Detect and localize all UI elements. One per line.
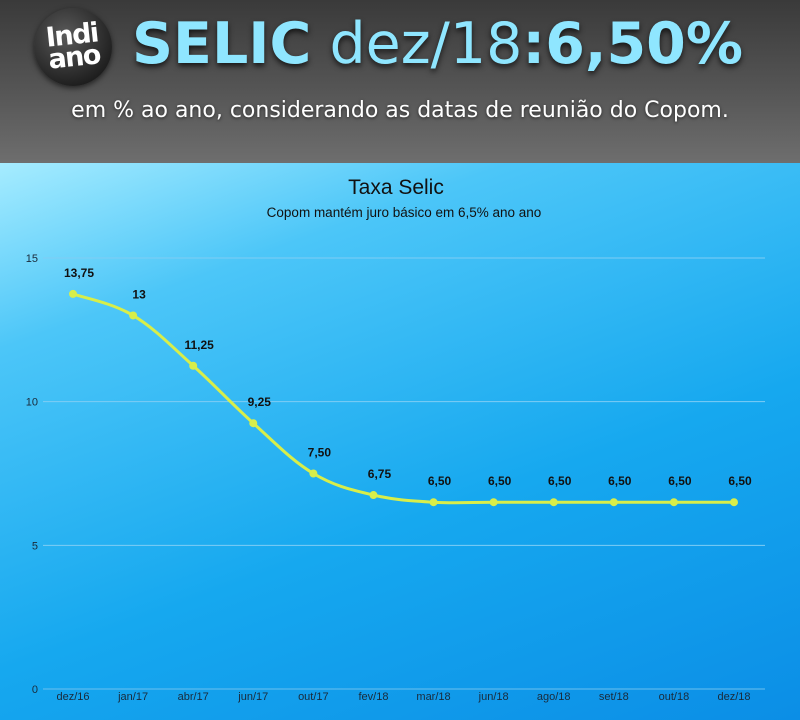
selic-series-line xyxy=(71,292,736,505)
x-tick-label: out/17 xyxy=(298,691,329,703)
chart-subtitle: Copom mantém juro básico em 6,5% ano ano xyxy=(267,205,542,220)
x-axis-ticks: dez/16 jan/17 abr/17 jun/17 out/17 fev/18 mar/… xyxy=(56,691,750,703)
data-label: 13,75 xyxy=(64,266,94,280)
data-label: 6,50 xyxy=(548,474,572,488)
chart-title: Taxa Selic xyxy=(348,176,444,199)
data-label: 6,50 xyxy=(608,474,632,488)
chart-area xyxy=(0,163,800,720)
data-label: 6,50 xyxy=(728,474,752,488)
headline: SELIC dez/18:6,50% xyxy=(132,8,743,80)
data-label: 11,25 xyxy=(184,338,214,352)
y-axis-ticks: 0 5 10 15 xyxy=(26,253,38,696)
indiano-logo: Indi ano xyxy=(34,8,112,86)
data-label: 6,50 xyxy=(488,474,512,488)
x-tick-label: mar/18 xyxy=(416,691,450,703)
data-point xyxy=(489,498,498,507)
data-point xyxy=(730,498,738,507)
data-point xyxy=(189,361,198,370)
headline-selic: SELIC xyxy=(132,11,312,77)
x-tick-label: dez/16 xyxy=(56,691,89,703)
x-tick-label: out/18 xyxy=(659,691,690,703)
x-tick-label: fev/18 xyxy=(358,691,388,703)
x-tick-label: jun/17 xyxy=(237,691,268,703)
y-tick-label: 10 xyxy=(26,397,38,409)
y-tick-label: 5 xyxy=(32,540,38,552)
y-tick-label: 15 xyxy=(26,253,38,265)
data-point xyxy=(249,419,258,428)
headline-colon: : xyxy=(522,11,546,77)
x-tick-label: set/18 xyxy=(599,691,629,703)
series-layer xyxy=(69,289,738,507)
data-label: 9,25 xyxy=(248,395,272,409)
x-tick-label: ago/18 xyxy=(537,691,571,703)
data-point xyxy=(369,491,378,500)
y-tick-label: 0 xyxy=(32,684,38,696)
data-point xyxy=(669,498,678,507)
data-label: 7,50 xyxy=(308,446,332,460)
headline-rate: 6,50% xyxy=(545,11,743,77)
data-labels-layer: 13,75 13 11,25 9,25 7,50 6,75 6,50 6,50 6,50 6,50… xyxy=(64,266,752,488)
header-subtitle: em % ao ano, considerando as datas de re… xyxy=(71,98,729,123)
headline-date: dez/18 xyxy=(329,11,523,77)
data-label: 13 xyxy=(132,287,146,301)
data-label: 6,75 xyxy=(368,467,392,481)
data-point xyxy=(69,289,77,298)
x-tick-label: jan/17 xyxy=(117,691,148,703)
data-label: 6,50 xyxy=(668,474,692,488)
data-point xyxy=(129,311,138,320)
x-tick-label: dez/18 xyxy=(717,691,750,703)
header-banner: Indi ano SELIC dez/18:6,50% em % ao ano,… xyxy=(0,0,800,163)
data-point xyxy=(549,498,558,507)
x-tick-label: abr/17 xyxy=(178,691,209,703)
data-point xyxy=(309,469,318,478)
grid-layer xyxy=(43,257,765,690)
data-point xyxy=(609,498,618,507)
x-tick-label: jun/18 xyxy=(478,691,509,703)
data-label: 6,50 xyxy=(428,474,452,488)
data-point xyxy=(429,498,438,507)
